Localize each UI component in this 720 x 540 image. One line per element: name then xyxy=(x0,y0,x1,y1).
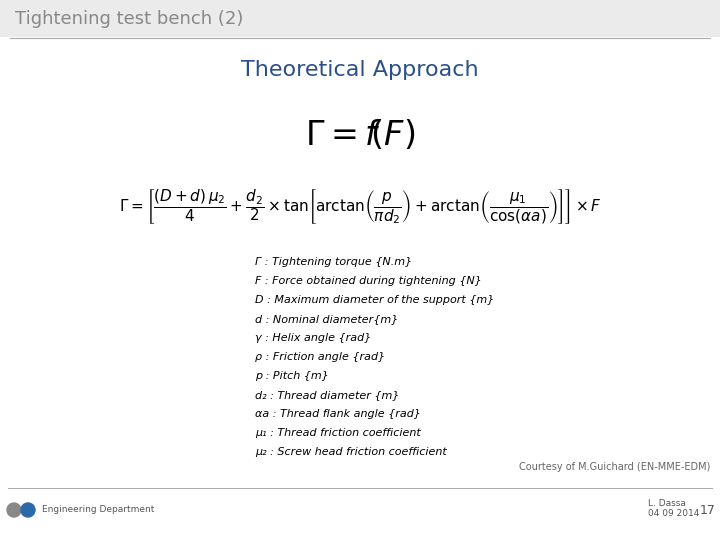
Text: 04 09 2014: 04 09 2014 xyxy=(648,510,699,518)
Text: d₂ : Thread diameter {m}: d₂ : Thread diameter {m} xyxy=(255,390,400,400)
Text: 17: 17 xyxy=(700,503,716,516)
Circle shape xyxy=(7,503,21,517)
Text: Theoretical Approach: Theoretical Approach xyxy=(241,60,479,80)
Text: p : Pitch {m}: p : Pitch {m} xyxy=(255,371,329,381)
Text: F : Force obtained during tightening {N}: F : Force obtained during tightening {N} xyxy=(255,276,482,286)
Text: γ : Helix angle {rad}: γ : Helix angle {rad} xyxy=(255,333,372,343)
FancyBboxPatch shape xyxy=(0,0,720,37)
Text: $\Gamma = \left[\dfrac{(D+d)\,\mu_2}{4} + \dfrac{d_2}{2}\times \tan\!\left[\arct: $\Gamma = \left[\dfrac{(D+d)\,\mu_2}{4} … xyxy=(119,188,601,226)
Text: αa : Thread flank angle {rad}: αa : Thread flank angle {rad} xyxy=(255,409,421,419)
Text: ρ : Friction angle {rad}: ρ : Friction angle {rad} xyxy=(255,352,385,362)
Text: Tightening test bench (2): Tightening test bench (2) xyxy=(15,10,243,28)
Text: $\Gamma = f\!\left(F\right)$: $\Gamma = f\!\left(F\right)$ xyxy=(305,118,415,152)
Circle shape xyxy=(21,503,35,517)
Text: L. Dassa: L. Dassa xyxy=(648,500,686,509)
Text: Courtesy of M.Guichard (EN-MME-EDM): Courtesy of M.Guichard (EN-MME-EDM) xyxy=(518,462,710,472)
Text: μ₂ : Screw head friction coefficient: μ₂ : Screw head friction coefficient xyxy=(255,447,446,457)
Text: D : Maximum diameter of the support {m}: D : Maximum diameter of the support {m} xyxy=(255,295,495,305)
Text: μ₁ : Thread friction coefficient: μ₁ : Thread friction coefficient xyxy=(255,428,420,438)
Text: Γ : Tightening torque {N.m}: Γ : Tightening torque {N.m} xyxy=(255,257,413,267)
Text: Engineering Department: Engineering Department xyxy=(42,505,154,515)
Text: d : Nominal diameter{m}: d : Nominal diameter{m} xyxy=(255,314,398,324)
